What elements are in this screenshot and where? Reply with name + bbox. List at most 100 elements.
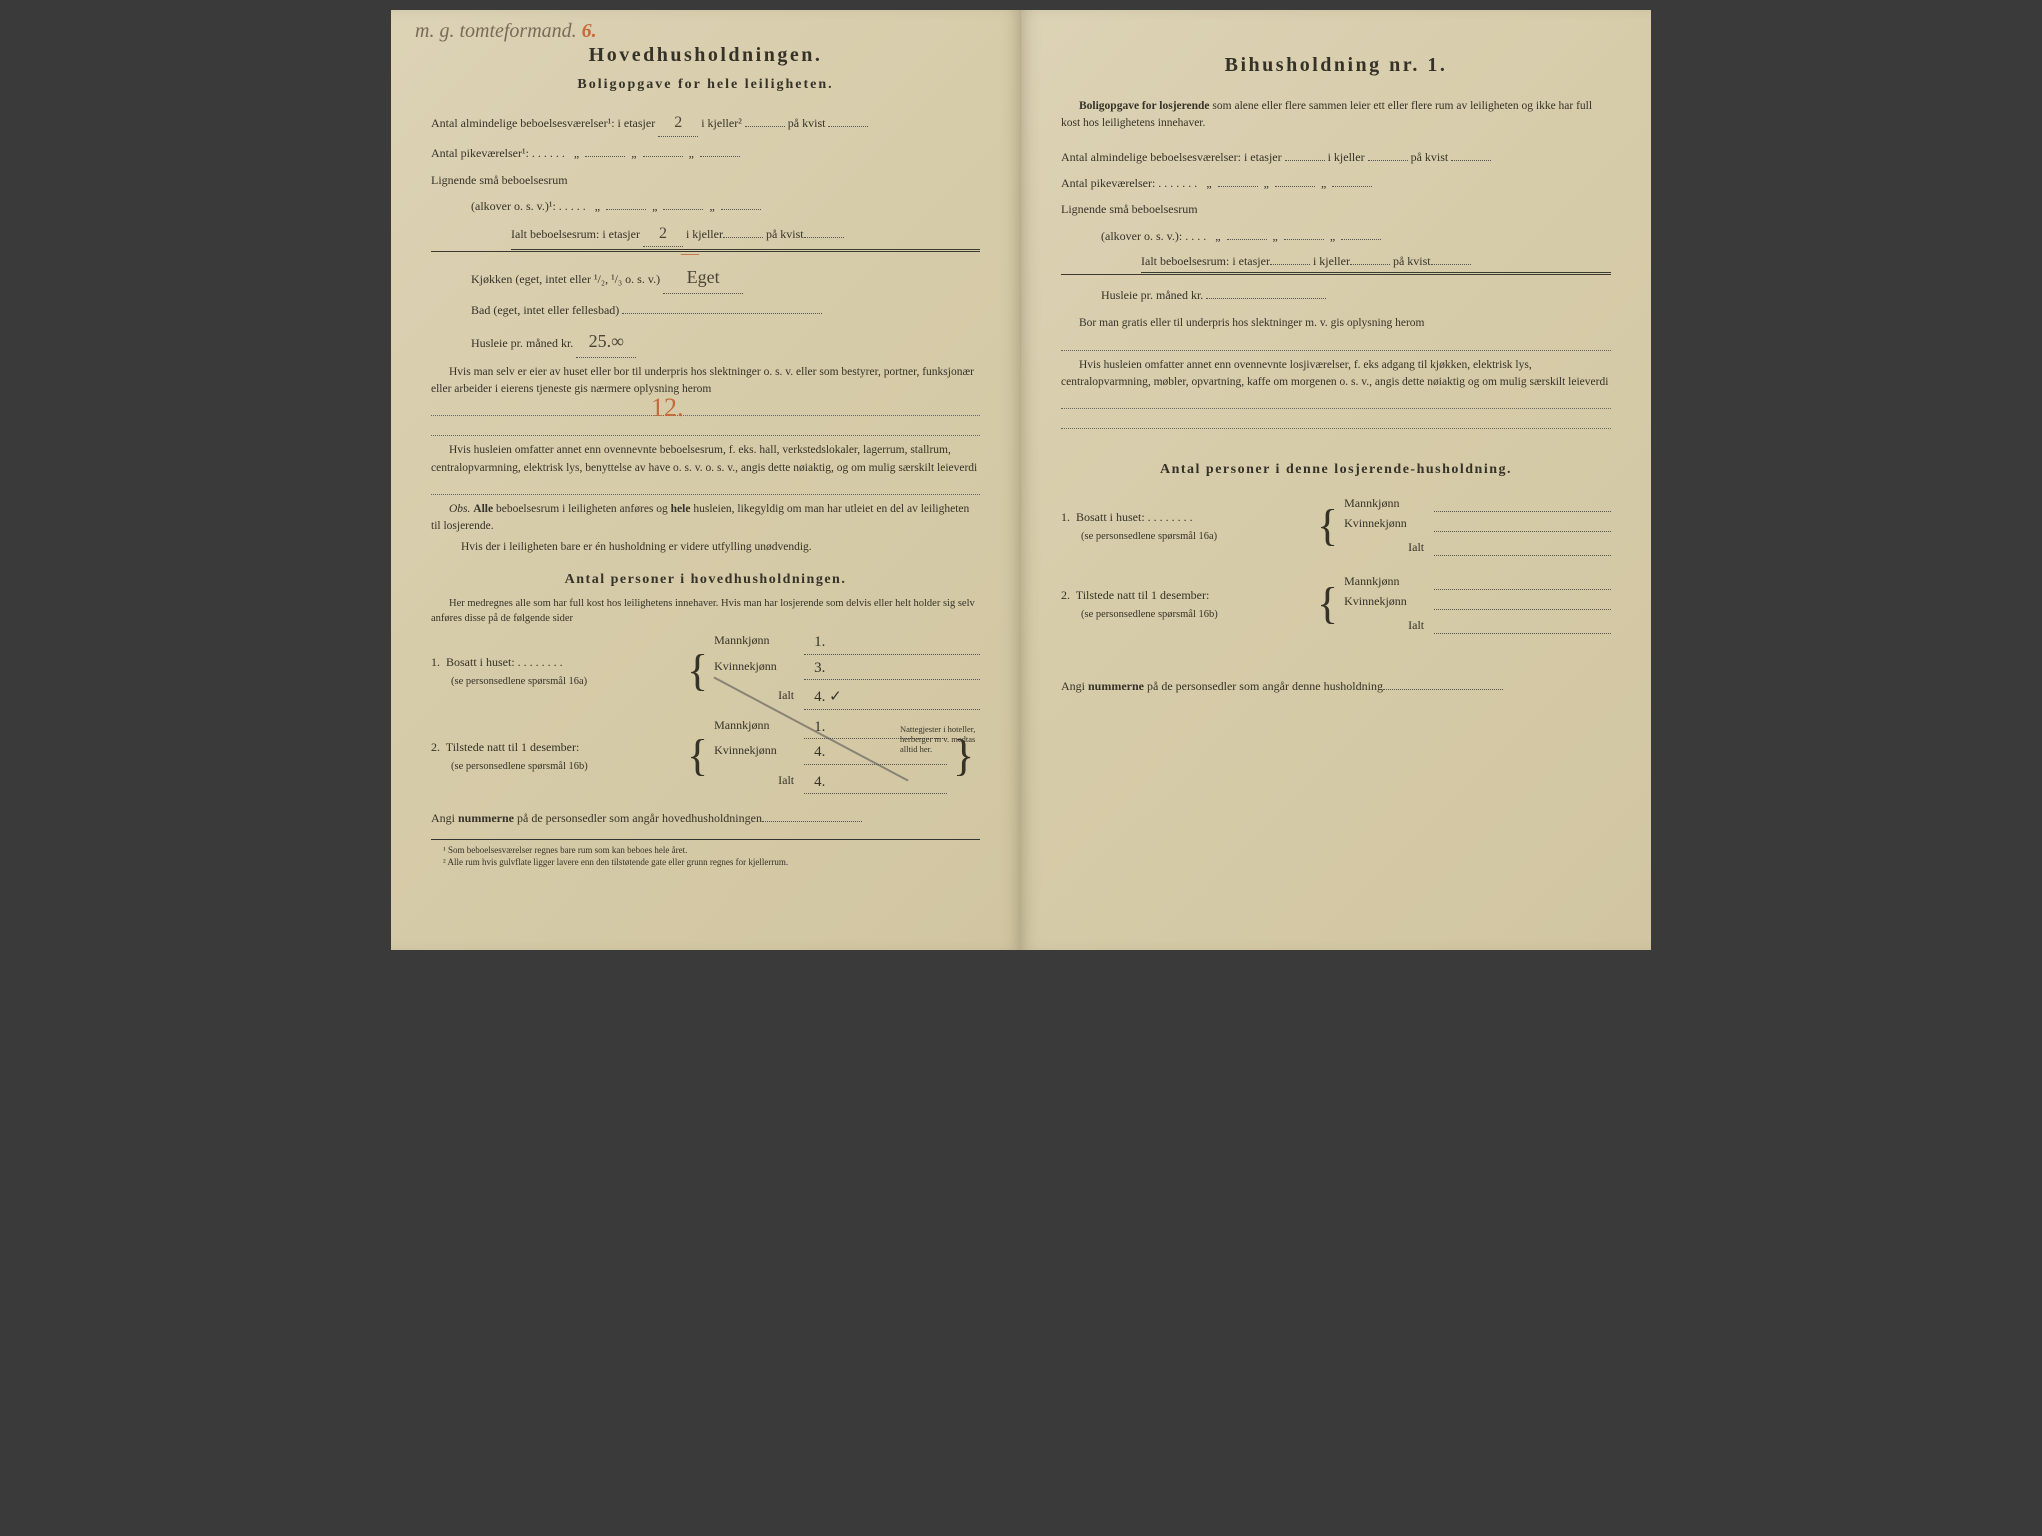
- r-kvinne-lbl: Kvinnekjønn: [1344, 514, 1434, 532]
- r-ialt-label: Ialt beboelsesrum:: [1141, 254, 1229, 268]
- rooms-line: Antal almindelige beboelsesværelser¹: i …: [431, 109, 980, 137]
- r-pike-label: Antal pikeværelser: . . . . . . .: [1061, 176, 1197, 190]
- right-title: Bihusholdning nr. 1.: [1061, 50, 1611, 80]
- r-ialt-lbl: Ialt: [1344, 538, 1434, 556]
- husleie-val: 25.∞: [576, 326, 636, 358]
- q2-ialt-val: 4.: [804, 771, 947, 795]
- r-blank2: [1061, 395, 1611, 409]
- r-q1-label: Bosatt i huset: . . . . . . . .: [1076, 510, 1193, 524]
- r-section2: Antal personer i denne losjerende-hushol…: [1061, 459, 1611, 480]
- document-spread: m. g. tomteformand. 6. Hovedhusholdninge…: [391, 10, 1651, 950]
- para2: Hvis husleien omfatter annet enn ovennev…: [431, 442, 980, 477]
- r-mann-lbl2: Mannkjønn: [1344, 572, 1434, 590]
- kjokken-line: Kjøkken (eget, intet eller ¹/₂, ¹/₃ o. s…: [431, 262, 980, 294]
- footnotes: ¹ Som beboelsesværelser regnes bare rum …: [431, 839, 980, 868]
- r-q1-kvinne-val: [1434, 514, 1611, 532]
- hw-text: m. g. tomteformand.: [415, 20, 577, 42]
- obs-para: Obs. Alle beboelsesrum i leiligheten anf…: [431, 501, 980, 536]
- r-ialt-rule: Ialt beboelsesrum: i etasjer i kjeller p…: [1061, 252, 1611, 275]
- q1-kvinne-val: 3.: [804, 657, 980, 681]
- brace-icon: {: [681, 656, 714, 687]
- pike-line: Antal pikeværelser¹: . . . . . . „ „ „: [431, 143, 980, 163]
- kjokken-val: Eget: [663, 262, 743, 294]
- ialt-lbl2: Ialt: [714, 771, 804, 795]
- obs-para2: Hvis der i leiligheten bare er én hushol…: [431, 539, 980, 556]
- fn1: ¹ Som beboelsesværelser regnes bare rum …: [431, 844, 980, 856]
- r-q2-label: Tilstede natt til 1 desember:: [1076, 588, 1210, 602]
- r-blank3: [1061, 415, 1611, 429]
- blank2: [431, 422, 980, 436]
- angi-line: Angi nummerne på de personsedler som ang…: [431, 808, 980, 828]
- lignende-line: Lignende små beboelsesrum: [431, 170, 980, 190]
- r-q1-sub: (se personsedlene spørsmål 16a): [1061, 531, 1217, 542]
- right-page: Bihusholdning nr. 1. Boligopgave for los…: [1021, 10, 1651, 950]
- intro-bold: Boligopgave for losjerende: [1079, 100, 1210, 112]
- r-kvinne-lbl2: Kvinnekjønn: [1344, 592, 1434, 610]
- r-q1-ialt-val: [1434, 538, 1611, 556]
- husleie-line: Husleie pr. måned kr. 25.∞: [431, 326, 980, 358]
- r-angi-line: Angi nummerne på de personsedler som ang…: [1061, 676, 1611, 696]
- r-q2-mann-val: [1434, 572, 1611, 590]
- fn2: ² Alle rum hvis gulvflate ligger lavere …: [431, 856, 980, 868]
- q1-num: 1.: [431, 655, 440, 669]
- r-q1-row: 1. Bosatt i huset: . . . . . . . . (se p…: [1061, 494, 1611, 558]
- blank1: [431, 402, 980, 416]
- lignende-sub: (alkover o. s. v.)¹: . . . . . „ „ „: [431, 196, 980, 216]
- right-intro: Boligopgave for losjerende som alene ell…: [1061, 98, 1611, 133]
- r-blank1: [1061, 337, 1611, 351]
- rooms-end: på kvist: [788, 116, 826, 130]
- q2-label: Tilstede natt til 1 desember:: [446, 740, 580, 754]
- q1-label: Bosatt i huset: . . . . . . . .: [446, 655, 563, 669]
- ialt-label: Ialt beboelsesrum:: [511, 227, 599, 241]
- r-rooms-mid: i kjeller: [1328, 150, 1365, 164]
- section2-sub: Her medregnes alle som har full kost hos…: [431, 596, 980, 628]
- q1-sub: (se personsedlene spørsmål 16a): [431, 676, 587, 687]
- r-mann-lbl: Mannkjønn: [1344, 494, 1434, 512]
- ialt-etasjer-val: 2: [643, 222, 683, 247]
- pike-label: Antal pikeværelser¹: . . . . . .: [431, 146, 565, 160]
- r-q1-num: 1.: [1061, 510, 1070, 524]
- q1-row: 1. Bosatt i huset: . . . . . . . . (se p…: [431, 631, 980, 712]
- rooms-kjeller-val: [745, 126, 785, 127]
- r-para2: Hvis husleien omfatter annet enn ovennev…: [1061, 357, 1611, 392]
- para1: Hvis man selv er eier av huset eller bor…: [431, 364, 980, 399]
- rooms-kvist-val: [828, 126, 868, 127]
- red-12: 12.: [651, 388, 684, 427]
- blank3: [431, 481, 980, 495]
- r-husleie-label: Husleie pr. måned kr.: [1101, 288, 1203, 302]
- r-q2-kvinne-val: [1434, 592, 1611, 610]
- r-rooms-line: Antal almindelige beboelsesværelser: i e…: [1061, 147, 1611, 167]
- r-brace-icon2: {: [1311, 589, 1344, 620]
- brace-icon2: {: [681, 741, 714, 772]
- r-husleie: Husleie pr. måned kr.: [1061, 285, 1611, 305]
- q1-mann-val: 1.: [804, 631, 980, 655]
- lignende-sub-label: (alkover o. s. v.)¹: . . . . .: [471, 199, 586, 213]
- r-q2-row: 2. Tilstede natt til 1 desember: (se per…: [1061, 572, 1611, 636]
- bad-line: Bad (eget, intet eller fellesbad): [431, 300, 980, 320]
- ialt-lbl: Ialt: [714, 686, 804, 710]
- ialt-rule: Ialt beboelsesrum: i etasjer 2 i kjeller…: [431, 222, 980, 252]
- r-brace-icon: {: [1311, 511, 1344, 542]
- q2-num: 2.: [431, 740, 440, 754]
- left-subtitle: Boligopgave for hele leiligheten.: [431, 74, 980, 95]
- r-q2-sub: (se personsedlene spørsmål 16b): [1061, 609, 1218, 620]
- mann-lbl: Mannkjønn: [714, 631, 804, 655]
- r-q2-num: 2.: [1061, 588, 1070, 602]
- q1-ialt-val: 4. ✓: [804, 686, 980, 710]
- r-lignende-sub-label: (alkover o. s. v.): . . . .: [1101, 229, 1206, 243]
- nattgjest-note: Nattegjester i hoteller, herberger m v. …: [900, 724, 990, 755]
- r-lignende-sub: (alkover o. s. v.): . . . . „ „ „: [1061, 226, 1611, 246]
- kvinne-lbl2: Kvinnekjønn: [714, 741, 804, 765]
- q2-row: 2. Tilstede natt til 1 desember: (se per…: [431, 716, 980, 797]
- r-q1-mann-val: [1434, 494, 1611, 512]
- r-ialt-lbl2: Ialt: [1344, 616, 1434, 634]
- obs-label: Obs.: [449, 503, 470, 515]
- r-pike-line: Antal pikeværelser: . . . . . . . „ „ „: [1061, 173, 1611, 193]
- rooms-label: Antal almindelige beboelsesværelser¹: i …: [431, 116, 655, 130]
- handwriting-topline: m. g. tomteformand. 6.: [415, 16, 597, 46]
- r-q2-ialt-val: [1434, 616, 1611, 634]
- rooms-mid: i kjeller²: [701, 116, 742, 130]
- red-underline: —: [681, 240, 699, 267]
- hw-number: 6.: [582, 20, 597, 42]
- left-page: m. g. tomteformand. 6. Hovedhusholdninge…: [391, 10, 1021, 950]
